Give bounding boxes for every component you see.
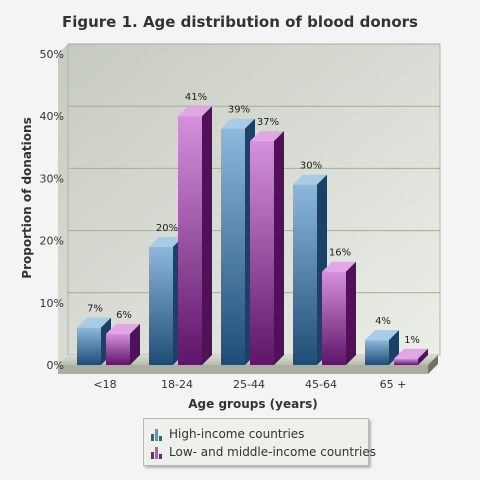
- legend-swatch-high-income: [151, 429, 162, 441]
- data-label-lmic-18: 6%: [116, 310, 132, 321]
- legend-label-high-income: High-income countries: [169, 427, 305, 441]
- x-tick-label: 25-44: [233, 378, 265, 391]
- data-label-high-income-18: 7%: [87, 304, 103, 315]
- data-label-high-income-65: 4%: [375, 316, 391, 327]
- bar-lmic-18: [106, 323, 140, 365]
- data-label-lmic-45-64: 16%: [329, 248, 351, 259]
- x-tick-label: 18-24: [161, 378, 193, 391]
- legend: High-income countries Low- and middle-in…: [143, 418, 376, 466]
- x-tick-label: 45-64: [305, 378, 337, 391]
- data-label-lmic-65: 1%: [404, 335, 420, 346]
- x-tick-label: 65 +: [380, 378, 407, 391]
- y-tick-label: 50%: [40, 48, 64, 61]
- y-tick-label: 10%: [40, 297, 64, 310]
- plot-floor-side: [428, 355, 438, 374]
- y-axis-label: Proportion of donations: [20, 117, 34, 278]
- y-tick-label: 30%: [40, 172, 64, 185]
- y-tick-label: 40%: [40, 110, 64, 123]
- bar-lmic-18-24: [178, 106, 212, 365]
- data-label-lmic-18-24: 41%: [185, 92, 207, 103]
- bar-lmic-65: [394, 348, 428, 365]
- data-label-high-income-45-64: 30%: [300, 161, 322, 172]
- y-tick-label: 20%: [40, 235, 64, 248]
- plot-floor-front: [58, 365, 428, 374]
- bar-high-income-18: [77, 317, 111, 365]
- bar-high-income-45-64: [293, 174, 327, 365]
- bar-high-income-18-24: [149, 236, 183, 365]
- y-tick-label: 0%: [47, 359, 64, 372]
- bar-high-income-65: [365, 330, 399, 365]
- data-label-lmic-25-44: 37%: [257, 117, 279, 128]
- legend-swatch-lmic: [151, 447, 162, 459]
- data-label-high-income-25-44: 39%: [228, 105, 250, 116]
- data-label-high-income-18-24: 20%: [156, 223, 178, 234]
- bar-high-income-25-44: [221, 118, 255, 365]
- chart-title: Figure 1. Age distribution of blood dono…: [61, 13, 418, 31]
- legend-label-lmic: Low- and middle-income countries: [169, 445, 376, 459]
- bar-lmic-25-44: [250, 131, 284, 365]
- bar-lmic-45-64: [322, 261, 356, 365]
- x-tick-label: <18: [93, 378, 116, 391]
- x-axis-label: Age groups (years): [188, 397, 318, 411]
